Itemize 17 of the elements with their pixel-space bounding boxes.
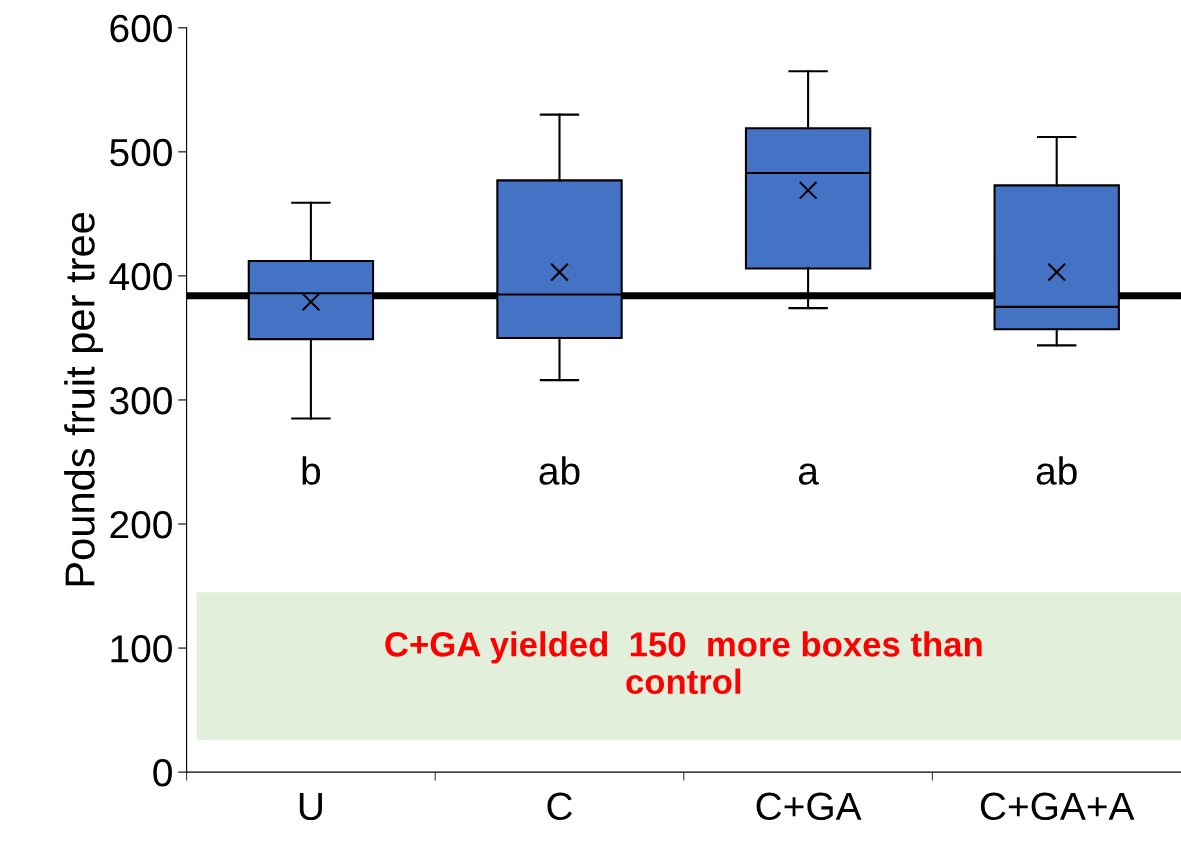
y-axis-title: Pounds fruit per tree (64, 213, 103, 586)
annotation: ab (539, 456, 580, 485)
y-tick-label: 400 (109, 262, 172, 291)
band-label: C+GA yielded 150 more boxes than control (385, 631, 982, 695)
y-tick-label: 100 (111, 635, 172, 663)
y-tick-label: 500 (110, 138, 172, 167)
y-tick-label: 0 (153, 759, 172, 787)
x-tick-label: C+GA (756, 792, 862, 821)
x-tick-label: C+GA+A (980, 792, 1135, 821)
y-tick-label: 600 (110, 14, 172, 43)
y-tick-label: 200 (110, 510, 172, 539)
annotation: a (798, 463, 819, 485)
x-tick-label: U (299, 792, 322, 821)
annotation: ab (1036, 456, 1077, 485)
y-tick-label: 300 (110, 386, 172, 415)
annotation: b (302, 456, 321, 485)
x-tick-label: C (547, 792, 573, 821)
